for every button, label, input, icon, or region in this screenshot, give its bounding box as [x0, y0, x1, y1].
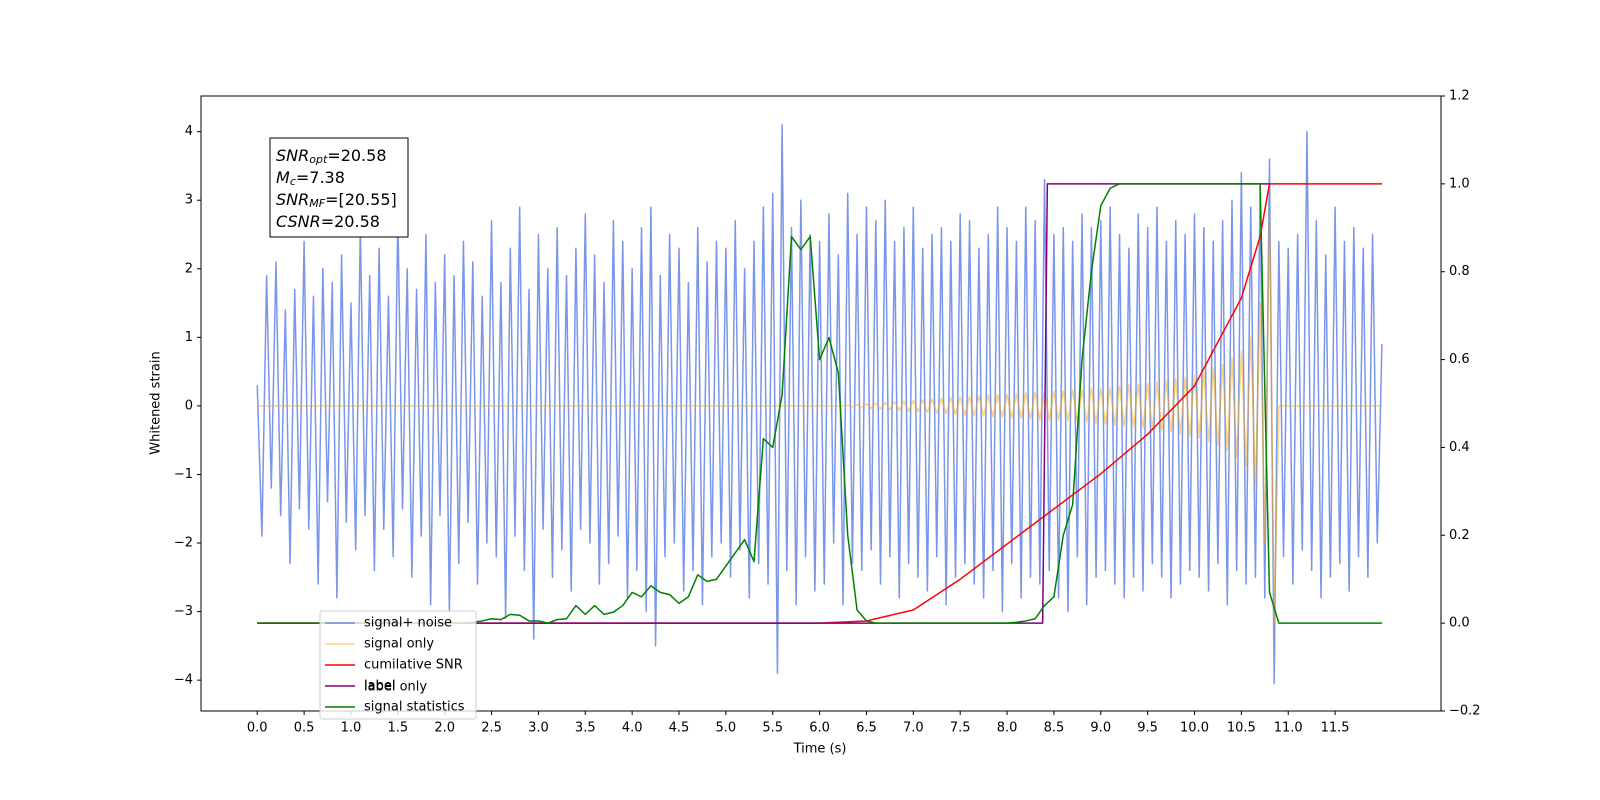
annotation-subscript: c — [290, 175, 296, 188]
legend: signal+ noise signal only cumilative SNR la… — [319, 610, 477, 720]
y2-tick-label: −0.2 — [1449, 704, 1481, 719]
axes-frame — [200, 95, 1442, 712]
x-tick-label: 6.5 — [856, 721, 877, 736]
x-tick-label: 11.0 — [1274, 721, 1303, 736]
y-tick-label: −3 — [174, 604, 193, 619]
series-line — [257, 183, 1382, 624]
x-tick-label: 9.0 — [1090, 721, 1111, 736]
annotation-subscript: opt — [309, 153, 328, 166]
y-axis-label: Whitened strain — [149, 351, 164, 454]
x-tick-label: 5.0 — [716, 721, 737, 736]
annotation-line: CSNR=20.58 — [276, 212, 380, 231]
annotation-symbol: SNR — [276, 190, 309, 209]
x-tick-label: 1.5 — [387, 721, 408, 736]
x-tick-label: 3.5 — [575, 721, 596, 736]
x-axis-label: Time (s) — [793, 742, 847, 757]
y2-tick-label: 0.8 — [1449, 264, 1470, 279]
y-tick-label: 0 — [185, 398, 193, 413]
y-tick-label: 3 — [185, 193, 193, 208]
x-tick-label: 7.5 — [950, 721, 971, 736]
annotation-symbol: CSNR — [276, 212, 321, 231]
y-tick-label: 4 — [185, 124, 193, 139]
y-tick-label: −1 — [174, 467, 193, 482]
y-tick-label: 2 — [185, 261, 193, 276]
y2-tick-label: 0.2 — [1449, 528, 1470, 543]
series-line — [257, 213, 1382, 627]
x-tick-label: 3.0 — [528, 721, 549, 736]
annotation: SNRopt=20.58Mc=7.38SNRMF=[20.55]CSNR=20.… — [269, 137, 409, 238]
y2-tick-label: 1.0 — [1449, 176, 1470, 191]
annotation-value: =20.58 — [321, 212, 380, 231]
y2-tick-label: 0.4 — [1449, 440, 1470, 455]
annotation-line: SNRopt=20.58 — [276, 146, 387, 167]
legend-overlap-text: label only — [364, 680, 427, 695]
x-tick-label: 6.0 — [809, 721, 830, 736]
y-tick-label: −4 — [174, 673, 193, 688]
legend-label: signal only — [364, 637, 434, 652]
annotation-value: =20.58 — [327, 146, 386, 165]
x-tick-label: 5.5 — [762, 721, 783, 736]
x-tick-label: 11.5 — [1321, 721, 1350, 736]
x-tick-label: 9.5 — [1137, 721, 1158, 736]
x-tick-label: 1.0 — [341, 721, 362, 736]
x-tick-label: 2.0 — [434, 721, 455, 736]
x-tick-label: 2.5 — [481, 721, 502, 736]
x-tick-label: 10.0 — [1180, 721, 1209, 736]
legend-label: label — [364, 679, 395, 694]
legend-label: signal+ noise — [364, 616, 452, 631]
legend-label: cumilative SNR — [364, 658, 463, 673]
x-tick-label: 7.0 — [903, 721, 924, 736]
x-tick-label: 8.0 — [997, 721, 1018, 736]
y2-tick-label: 0.6 — [1449, 352, 1470, 367]
annotation-line: SNRMF=[20.55] — [276, 190, 397, 211]
annotation-value: =7.38 — [296, 168, 345, 187]
y-tick-label: 1 — [185, 330, 193, 345]
x-tick-label: 0.5 — [294, 721, 315, 736]
legend-label: signal statistics — [364, 700, 465, 715]
x-tick-label: 4.0 — [622, 721, 643, 736]
annotation-value: =[20.55] — [325, 190, 397, 209]
legend-box — [319, 610, 477, 720]
annotation-box — [269, 137, 409, 238]
series-line — [256, 124, 1383, 685]
x-tick-label: 4.5 — [669, 721, 690, 736]
y-tick-label: −2 — [174, 536, 193, 551]
x-tick-label: 0.0 — [247, 721, 268, 736]
x-tick-label: 8.5 — [1044, 721, 1065, 736]
annotation-line: Mc=7.38 — [276, 168, 345, 189]
annotation-symbol: SNR — [276, 146, 309, 165]
annotation-subscript: MF — [309, 197, 325, 210]
x-tick-label: 10.5 — [1227, 721, 1256, 736]
y2-tick-label: 0.0 — [1449, 616, 1470, 631]
annotation-symbol: M — [276, 168, 290, 187]
y2-tick-label: 1.2 — [1449, 89, 1470, 104]
